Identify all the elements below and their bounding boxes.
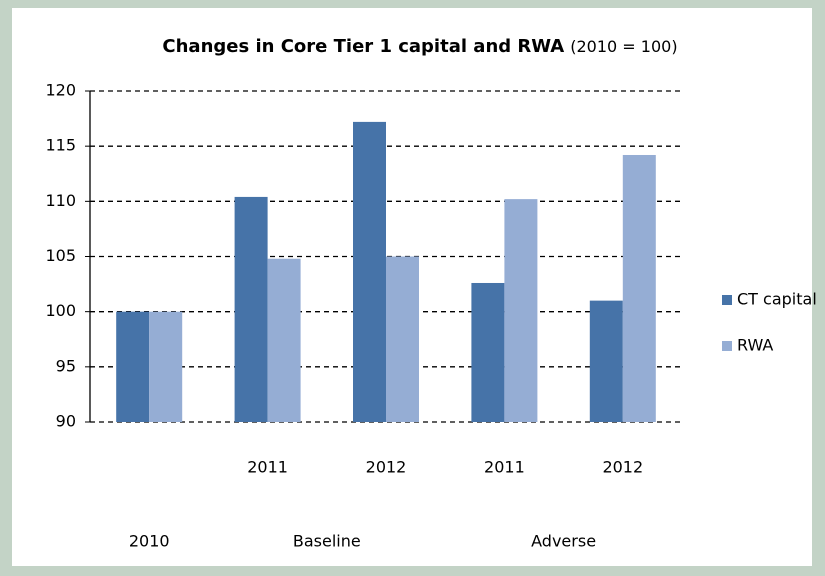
bar [589,300,623,422]
bar [149,311,183,422]
chart-title-block: Changes in Core Tier 1 capital and RWA (2… [162,36,677,57]
legend-label: CT capital [737,290,817,309]
bar [504,199,538,422]
legend-label: RWA [737,336,773,355]
y-tick-label: 90 [56,412,76,431]
x-tick-label: 2012 [602,458,643,477]
group-label: Adverse [531,532,596,551]
y-tick-label: 105 [45,246,76,265]
bar [267,258,301,422]
chart-title: Changes in Core Tier 1 capital and RWA [162,36,564,57]
y-tick-label: 115 [45,136,76,155]
group-label: 2010 [129,532,170,551]
bar [386,256,419,422]
chart-subtitle: (2010 = 100) [570,37,677,56]
y-tick-label: 100 [45,301,76,320]
y-tick-label: 120 [45,81,76,100]
legend-swatch [722,295,732,305]
x-tick-label: 2011 [247,458,288,477]
y-tick-label: 110 [45,191,76,210]
y-tick-label: 95 [56,356,76,375]
bar [116,311,150,422]
legend-swatch [722,341,732,351]
group-label: Baseline [293,532,361,551]
bar [622,154,656,422]
x-tick-label: 2012 [366,458,407,477]
x-tick-label: 2011 [484,458,525,477]
bar [471,282,505,422]
bar [353,121,386,422]
bar [234,196,268,422]
